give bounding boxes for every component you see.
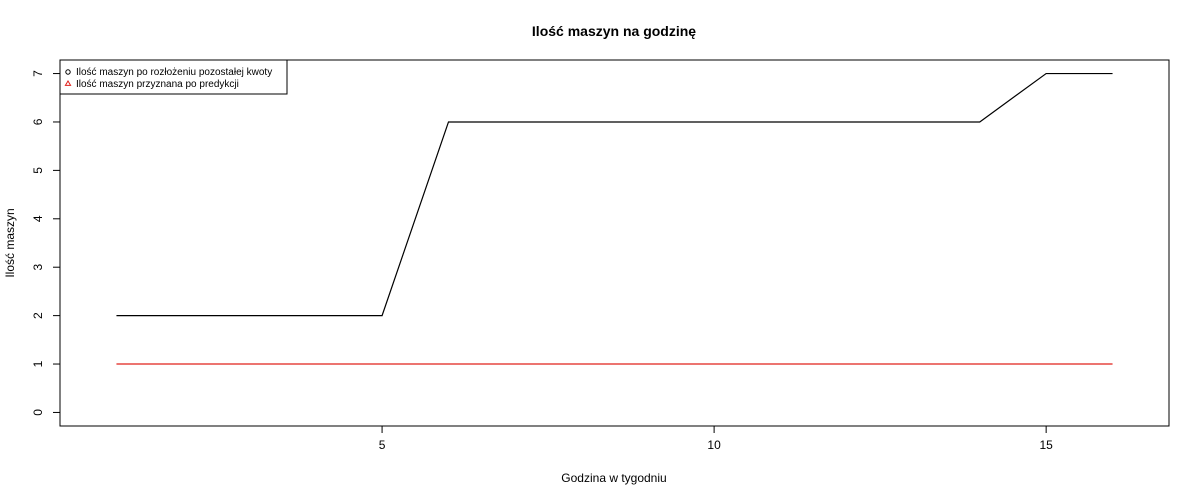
y-tick-label: 0	[31, 409, 45, 416]
y-tick-label: 3	[31, 264, 45, 271]
legend-marker-circle-icon	[65, 69, 71, 75]
legend-label-series-2: Ilość maszyn przyznana po predykcji	[76, 79, 239, 90]
chart-title: Ilość maszyn na godzinę	[532, 23, 696, 39]
legend-box	[59, 59, 288, 95]
y-tick-label: 1	[31, 360, 45, 367]
x-axis-label: Godzina w tygodniu	[561, 471, 666, 485]
x-axis: 5 10 15	[379, 426, 1053, 452]
y-axis: 0 1 2 3 4 5 6 7	[31, 70, 60, 416]
legend-label-series-1: Ilość maszyn po rozłożeniu pozostałej kw…	[76, 67, 272, 78]
y-tick-label: 4	[31, 215, 45, 222]
legend: Ilość maszyn po rozłożeniu pozostałej kw…	[59, 59, 288, 95]
x-tick-label: 10	[707, 438, 721, 452]
y-tick-label: 7	[31, 70, 45, 77]
series-layer	[116, 72, 1113, 365]
y-tick-label: 6	[31, 118, 45, 125]
series-line-1	[116, 72, 1113, 317]
y-axis-label: Ilość maszyn	[3, 208, 17, 277]
y-tick-label: 5	[31, 167, 45, 174]
plot-frame	[59, 59, 1170, 427]
x-tick-label: 15	[1039, 438, 1053, 452]
x-tick-label: 5	[379, 438, 386, 452]
y-tick-label: 2	[31, 312, 45, 319]
legend-marker-triangle-icon	[64, 80, 72, 86]
